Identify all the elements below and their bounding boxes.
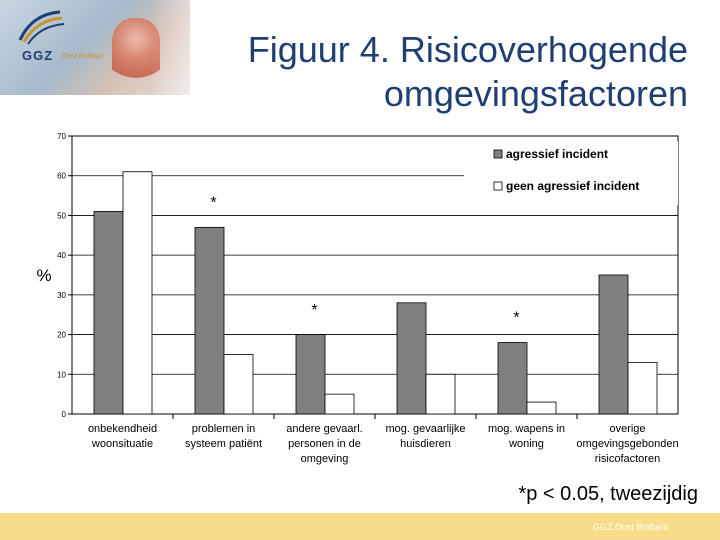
y-tick-label: 70: [57, 132, 66, 141]
significance-star: *: [311, 302, 317, 319]
title-line-2: omgevingsfactoren: [383, 73, 688, 114]
legend-swatch: [493, 149, 503, 159]
page-title: Figuur 4. Risicoverhogende omgevingsfact…: [180, 28, 688, 116]
bar-geen-agressief: [122, 171, 153, 415]
y-tick-label: 30: [57, 291, 66, 300]
y-tick-label: 60: [57, 172, 66, 181]
logo-subtext: Oost Brabant: [62, 53, 104, 60]
bar-agressief: [598, 274, 629, 415]
bar-geen-agressief: [324, 393, 355, 415]
x-category-label: mog. wapens in: [488, 423, 565, 435]
x-category-label: woning: [508, 438, 544, 450]
bar-geen-agressief: [425, 373, 456, 415]
footer-text: GGZ Oost Brabant: [592, 522, 668, 532]
x-category-label: personen in de: [288, 438, 361, 450]
legend-label: agressief incident: [506, 147, 608, 161]
x-category-label: onbekendheid: [88, 423, 157, 435]
x-category-label: mog. gevaarlijke: [385, 423, 465, 435]
significance-star: *: [210, 195, 216, 212]
bar-geen-agressief: [526, 401, 557, 415]
ggz-logo: GGZ Oost Brabant: [10, 8, 120, 66]
x-category-label: omgeving: [301, 453, 349, 465]
bar-geen-agressief: [223, 354, 254, 415]
bar-agressief: [497, 342, 528, 415]
x-category-label: omgevingsgebonden: [576, 438, 678, 450]
bar-geen-agressief: [627, 361, 658, 415]
header-fade: [150, 0, 290, 95]
x-category-label: woonsituatie: [91, 438, 153, 450]
bar-agressief: [194, 226, 225, 415]
bar-agressief: [93, 211, 124, 415]
y-tick-label: 10: [57, 370, 66, 379]
legend-swatch: [493, 181, 503, 191]
bar-agressief: [295, 334, 326, 415]
x-category-label: overige: [609, 423, 645, 435]
logo-swoosh-icon: [18, 10, 65, 45]
x-category-label: huisdieren: [400, 438, 451, 450]
footer-bar: [0, 513, 720, 540]
y-tick-label: 0: [62, 410, 67, 419]
y-tick-label: 50: [57, 211, 66, 220]
x-category-label: andere gevaarl.: [286, 423, 362, 435]
bar-agressief: [396, 302, 427, 415]
bar-chart: 0 10 20 30 40 50 60 70% onbekendheid woonsituatie…: [36, 132, 678, 465]
footnote: *p < 0.05, tweezijdig: [518, 483, 698, 505]
x-category-label: risicofactoren: [595, 453, 660, 465]
y-tick-label: 40: [57, 251, 66, 260]
title-line-1: Figuur 4. Risicoverhogende: [247, 29, 688, 70]
legend-label: geen agressief incident: [506, 179, 639, 193]
y-axis-label: %: [36, 266, 51, 285]
x-category-label: problemen in: [192, 423, 256, 435]
y-tick-label: 20: [57, 331, 66, 340]
significance-star: *: [513, 310, 519, 327]
logo-text: GGZ: [22, 48, 54, 63]
x-category-label: systeem patiënt: [185, 438, 262, 450]
